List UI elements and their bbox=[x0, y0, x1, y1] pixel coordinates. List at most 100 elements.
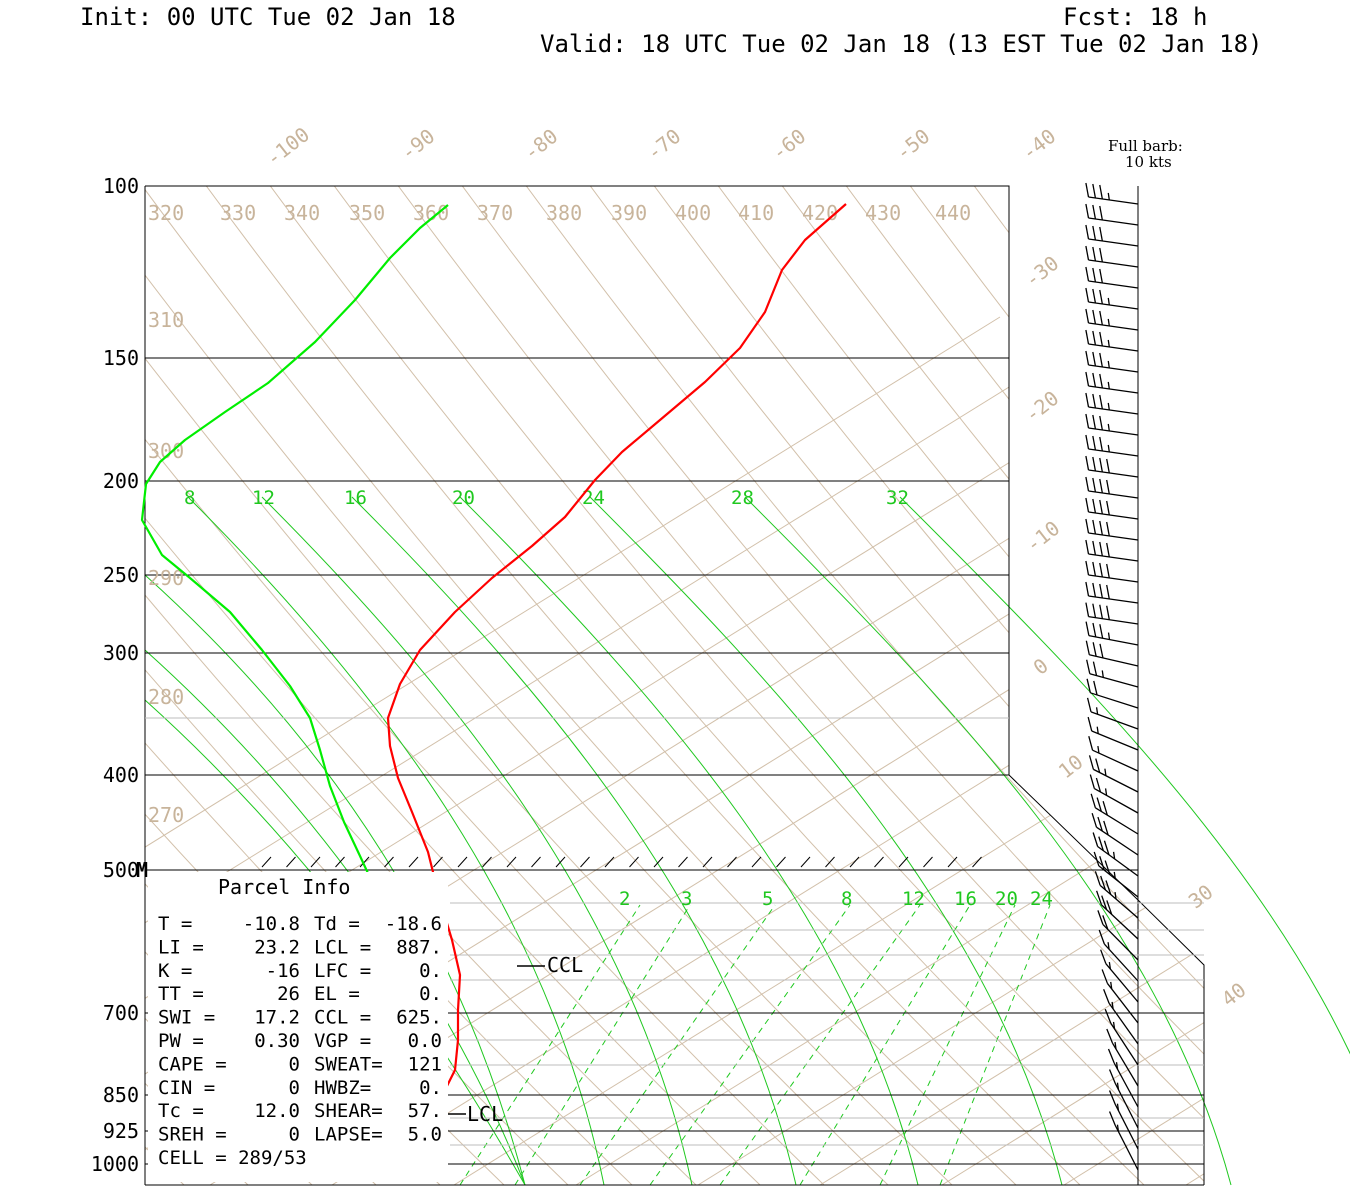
parcel-row-value: 5.0 bbox=[408, 1124, 442, 1146]
parcel-row-label: Tc = bbox=[158, 1100, 204, 1122]
tick bbox=[947, 856, 958, 868]
tick bbox=[359, 856, 370, 868]
parcel-row-label: LCL = bbox=[314, 936, 371, 958]
wind-barbs bbox=[1085, 182, 1139, 1171]
dry-adiabat bbox=[1011, 186, 1204, 1185]
wind-barb bbox=[1085, 518, 1139, 541]
wind-barb bbox=[1104, 1008, 1139, 1066]
parcel-row-value: 0. bbox=[419, 1077, 442, 1099]
isotherm bbox=[145, 316, 1123, 1185]
mixing-ratio-lines bbox=[459, 904, 1051, 1185]
wind-barb bbox=[1088, 736, 1139, 772]
parcel-row-value: 121 bbox=[408, 1053, 442, 1075]
parcel-row-value: 0 bbox=[289, 1124, 300, 1146]
wind-barb bbox=[1085, 224, 1139, 247]
tropopause-ticks bbox=[261, 856, 982, 868]
dry-adiabat bbox=[145, 186, 697, 1185]
isotherm-label: 40 bbox=[1217, 978, 1251, 1012]
theta-labels: 320 330 340 350 360 370 380 390 400 410 420 430 440 3… bbox=[148, 201, 971, 827]
wind-barb bbox=[1108, 1090, 1139, 1150]
parcel-row-label: SHEAR= bbox=[314, 1100, 383, 1122]
minor-isobar-lines bbox=[145, 717, 1204, 1146]
ccl-label: CCL bbox=[547, 953, 583, 977]
pressure-label-200: 200 bbox=[103, 469, 139, 493]
pressure-label-1000: 1000 bbox=[91, 1152, 139, 1176]
theta-label: 320 bbox=[148, 201, 184, 225]
parcel-row-label: SREH = bbox=[158, 1124, 227, 1146]
theta-label: 370 bbox=[477, 201, 513, 225]
moist-adiabat-label: 12 bbox=[252, 487, 275, 509]
dry-adiabat bbox=[1075, 186, 1204, 1185]
wind-barb bbox=[1085, 266, 1139, 289]
dry-adiabat bbox=[627, 186, 1204, 1185]
dry-adiabat bbox=[0, 150, 56, 1185]
dry-adiabat bbox=[755, 186, 1204, 1185]
theta-label: 350 bbox=[349, 201, 385, 225]
parcel-row-value: 0. bbox=[419, 983, 442, 1005]
tick bbox=[335, 856, 345, 868]
dry-adiabat bbox=[1139, 186, 1204, 1185]
isotherm-label: -30 bbox=[1020, 251, 1063, 292]
tick bbox=[482, 856, 492, 868]
tick bbox=[874, 856, 884, 868]
moist-adiabat-label: 16 bbox=[344, 487, 367, 509]
dry-adiabat bbox=[947, 186, 1204, 1185]
mixing-ratio-line bbox=[579, 904, 776, 1185]
wind-barb bbox=[1106, 1028, 1139, 1087]
moist-adiabat-label: 32 bbox=[886, 487, 909, 509]
wind-barb bbox=[1085, 581, 1139, 604]
wind-barb bbox=[1100, 949, 1139, 1003]
dry-adiabat bbox=[145, 186, 953, 1185]
isotherm-label: -20 bbox=[1020, 386, 1063, 427]
dry-adiabat bbox=[691, 186, 1204, 1185]
pressure-label-700: 700 bbox=[103, 1001, 139, 1025]
isotherm-label: -70 bbox=[642, 124, 685, 165]
dry-adiabat bbox=[1332, 150, 1350, 1185]
mixing-ratio-label: 20 bbox=[995, 888, 1018, 910]
dry-adiabat bbox=[499, 186, 1204, 1185]
mixing-ratio-line bbox=[514, 904, 691, 1185]
tick bbox=[433, 856, 443, 868]
tick bbox=[972, 856, 982, 868]
wind-barb bbox=[1086, 659, 1139, 688]
wind-barb bbox=[1085, 203, 1139, 226]
pressure-marker-500: M bbox=[136, 858, 148, 882]
dry-adiabat bbox=[145, 186, 889, 1185]
dry-adiabat bbox=[371, 186, 1204, 1185]
theta-label: 400 bbox=[675, 201, 711, 225]
dry-adiabat bbox=[563, 186, 1204, 1185]
wind-barb bbox=[1092, 832, 1139, 877]
parcel-info-title: Parcel Info bbox=[218, 875, 350, 899]
wind-barb bbox=[1085, 539, 1139, 562]
moist-adiabat bbox=[187, 496, 605, 1186]
parcel-row-value: 23.2 bbox=[254, 936, 300, 958]
parcel-row-value: 0 bbox=[289, 1053, 300, 1075]
pressure-label-100: 100 bbox=[103, 174, 139, 198]
tick bbox=[555, 856, 566, 868]
parcel-row-label: CIN = bbox=[158, 1077, 215, 1099]
pressure-label-500: 500 bbox=[103, 858, 139, 882]
isotherm-label: -10 bbox=[1021, 516, 1064, 557]
moist-adiabat bbox=[351, 496, 797, 1186]
isotherm-label: 10 bbox=[1054, 750, 1088, 784]
dry-adiabat bbox=[179, 186, 1081, 1185]
isotherm-label: -60 bbox=[767, 124, 810, 165]
tick bbox=[506, 856, 517, 868]
moist-adiabat-label: 24 bbox=[582, 487, 605, 509]
mixing-ratio-label: 12 bbox=[902, 888, 925, 910]
parcel-row-value: 17.2 bbox=[254, 1007, 300, 1029]
tick bbox=[653, 856, 664, 868]
wind-barb bbox=[1096, 890, 1139, 940]
moist-adiabat-label: 20 bbox=[452, 487, 475, 509]
wind-barb bbox=[1107, 1048, 1139, 1108]
wind-barb bbox=[1085, 476, 1139, 499]
isotherm-label: -50 bbox=[891, 124, 934, 165]
parcel-row-value: 0 bbox=[289, 1077, 300, 1099]
wind-barb bbox=[1085, 287, 1139, 310]
wind-barb bbox=[1085, 621, 1139, 646]
dry-adiabat bbox=[145, 186, 825, 1185]
parcel-row-value: 26 bbox=[277, 983, 300, 1005]
tick bbox=[384, 856, 394, 868]
wind-barb bbox=[1098, 929, 1139, 982]
parcel-row-label: LFC = bbox=[314, 960, 371, 982]
